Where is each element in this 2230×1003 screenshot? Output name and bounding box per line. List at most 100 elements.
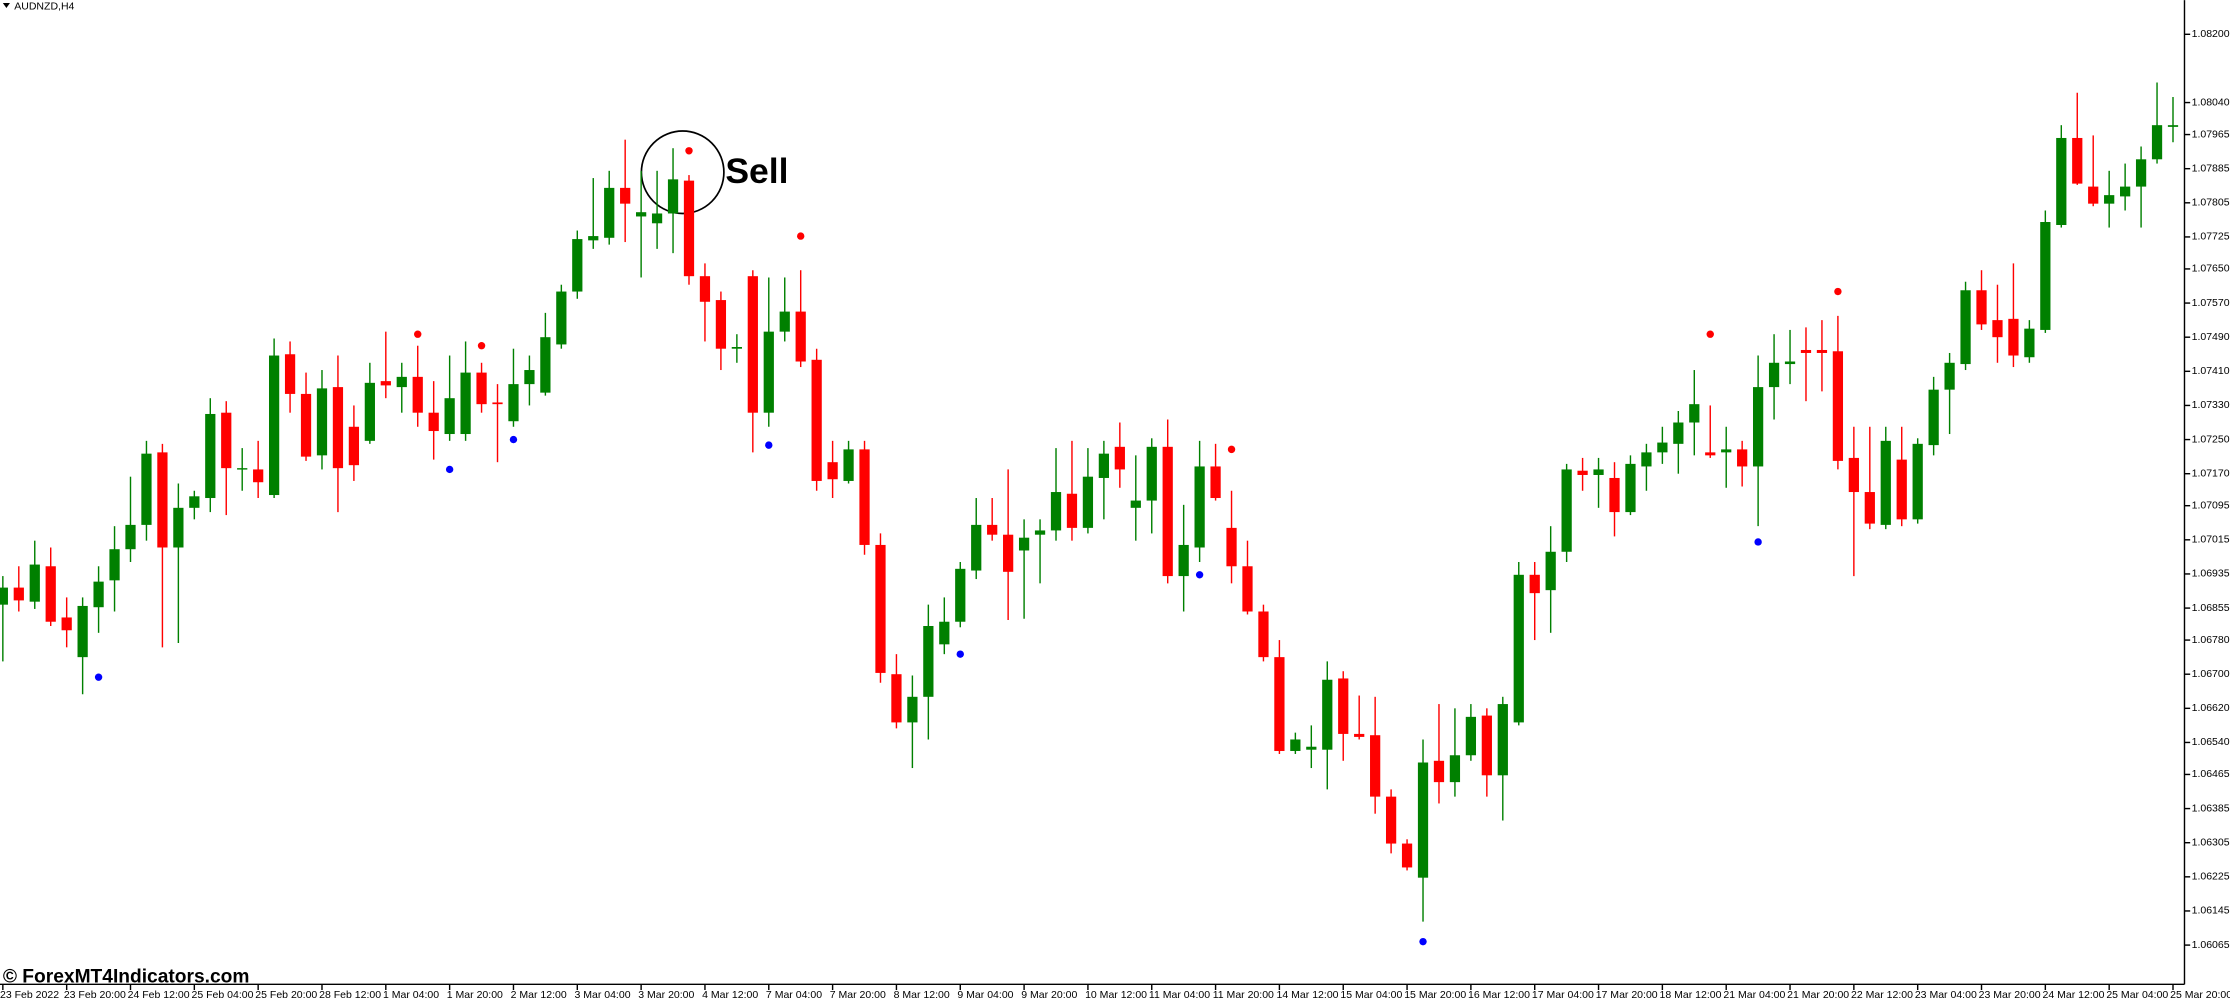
candle-body [779,311,790,332]
y-tick-label: 1.07410 [2192,365,2230,377]
x-tick-label: 1 Mar 04:00 [383,989,439,1001]
candle-body [955,568,966,622]
candle-body [380,381,391,386]
candle-body [923,625,934,697]
candle-body [715,300,727,349]
candle-body [1034,530,1046,535]
x-tick-label: 3 Mar 04:00 [574,989,630,1001]
candle-body [332,387,344,469]
candle-body [412,376,423,413]
candle-body [683,180,695,277]
x-tick-label: 23 Mar 04:00 [1915,989,1977,1001]
buy-signal [509,435,518,444]
candle-body [460,372,471,435]
candle-body [1433,760,1445,783]
candle-body [572,239,583,292]
y-tick-label: 1.07015 [2192,534,2230,546]
y-tick-label: 1.06225 [2192,871,2230,883]
y-tick-label: 1.07170 [2192,467,2230,479]
buy-signal [1754,538,1762,546]
candle-body [667,179,679,214]
candle-body [1625,463,1636,513]
y-tick-label: 1.06065 [2192,939,2230,951]
candle-body [524,370,535,385]
candle-body [1354,733,1365,737]
candle-body [1066,493,1078,528]
x-tick-label: 4 Mar 12:00 [702,989,758,1001]
candle-body [843,449,854,481]
y-tick-label: 1.07570 [2192,297,2230,309]
candle-body [1928,389,1939,446]
x-tick-label: 23 Feb 2022 [0,989,59,1001]
candle-body [540,337,551,393]
candle-body [1561,469,1572,552]
candle-body [1178,544,1189,577]
candle-body [1385,796,1397,844]
candle-body [0,587,8,605]
x-tick-label: 11 Mar 20:00 [1213,989,1274,1001]
candle-body [1018,537,1030,551]
y-tick-label: 1.07095 [2192,499,2230,511]
candle-body [492,402,503,405]
x-tick-label: 16 Mar 12:00 [1468,989,1530,1001]
x-tick-label: 24 Feb 12:00 [128,989,190,1001]
candle-body [1497,704,1508,776]
candle-body [731,346,742,349]
candle-body [1577,470,1588,475]
symbol-menu-arrow[interactable] [2,3,10,8]
candle-body [556,291,567,345]
candle-body [1673,422,1684,444]
candle-body [1401,843,1413,868]
candle-body [1449,755,1461,783]
candle-body [1609,477,1620,513]
y-tick-label: 1.06700 [2192,668,2230,680]
candle-body [1657,442,1668,453]
candle-body [636,212,647,217]
candle-body [237,468,248,470]
candle-body [2135,159,2147,187]
candle-body [13,587,24,601]
candle-body [1465,716,1477,756]
candle-body [1593,469,1604,475]
candle-body [1513,574,1524,723]
candle-body [444,398,455,435]
sell-signal [1227,445,1236,454]
x-tick-label: 23 Feb 20:00 [64,989,126,1001]
candle-body [253,469,264,483]
y-tick-label: 1.07965 [2192,128,2230,140]
sell-signal [796,232,805,240]
candle-body [396,376,407,388]
y-tick-label: 1.06465 [2192,768,2230,780]
sell-signal [414,330,422,338]
x-tick-label: 15 Mar 04:00 [1340,989,1402,1001]
x-tick-label: 21 Mar 04:00 [1723,989,1785,1001]
candle-body [2088,186,2099,204]
y-tick-label: 1.07885 [2192,162,2230,174]
candle-body [316,388,328,456]
candle-body [476,372,487,405]
candle-body [268,355,280,496]
candle-body [2056,137,2067,225]
candle-body [508,384,519,422]
buy-signal [1195,571,1204,579]
x-tick-label: 8 Mar 12:00 [894,989,950,1001]
y-tick-label: 1.06855 [2192,602,2230,614]
candle-body [2151,125,2163,160]
sell-signal [1706,330,1714,338]
candle-body [1976,290,1987,325]
candle-body [747,276,758,413]
candle-body [1800,349,1812,353]
candle-body [29,564,40,602]
x-tick-label: 10 Mar 12:00 [1085,989,1147,1001]
x-tick-label: 22 Mar 12:00 [1851,989,1913,1001]
candle-body [939,621,950,645]
candle-body [348,426,360,466]
candle-body [2167,125,2179,127]
candle-body [300,393,312,457]
candle-body [1737,449,1748,467]
candle-body [45,566,56,622]
sell-signal [1834,287,1842,296]
candle-body [1322,679,1333,750]
candle-body [588,236,599,241]
